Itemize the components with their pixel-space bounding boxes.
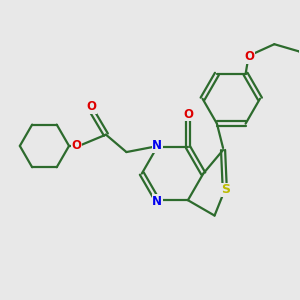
Text: O: O: [71, 140, 81, 152]
Text: O: O: [183, 108, 193, 121]
Text: N: N: [152, 140, 162, 152]
Text: O: O: [245, 50, 255, 63]
Text: O: O: [87, 100, 97, 113]
Text: N: N: [152, 195, 162, 208]
Text: S: S: [221, 184, 230, 196]
